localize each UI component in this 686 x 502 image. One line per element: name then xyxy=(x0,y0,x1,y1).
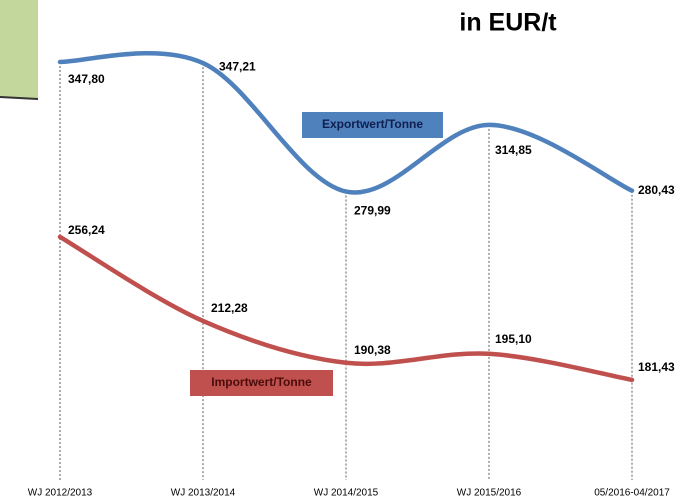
data-label: 347,80 xyxy=(68,72,105,86)
data-label: 280,43 xyxy=(638,183,675,197)
data-label: 181,43 xyxy=(638,360,675,374)
data-label: 314,85 xyxy=(495,143,532,157)
data-label: 279,99 xyxy=(354,204,391,218)
legend-swatch xyxy=(190,370,333,396)
data-label: 347,21 xyxy=(219,59,256,73)
series-line xyxy=(57,234,635,383)
data-label: 190,38 xyxy=(354,343,391,357)
legend-label: Importwert/Tonne xyxy=(211,375,312,389)
decoration-line xyxy=(0,96,39,100)
chart-title: in EUR/t xyxy=(459,9,557,37)
x-tick-label: WJ 2015/2016 xyxy=(457,488,522,499)
x-tick-label: WJ 2013/2014 xyxy=(171,488,236,499)
data-label: 195,10 xyxy=(495,332,532,346)
series-line xyxy=(57,51,635,195)
decoration xyxy=(0,0,38,98)
x-tick-label: WJ 2014/2015 xyxy=(314,488,379,499)
data-label: 256,24 xyxy=(68,223,105,237)
legend-swatch xyxy=(302,112,443,138)
x-tick-label: WJ 2012/2013 xyxy=(28,488,93,499)
x-tick-label: 05/2016-04/2017 xyxy=(594,488,670,499)
legend-label: Exportwert/Tonne xyxy=(322,117,423,131)
data-label: 212,28 xyxy=(211,301,248,315)
